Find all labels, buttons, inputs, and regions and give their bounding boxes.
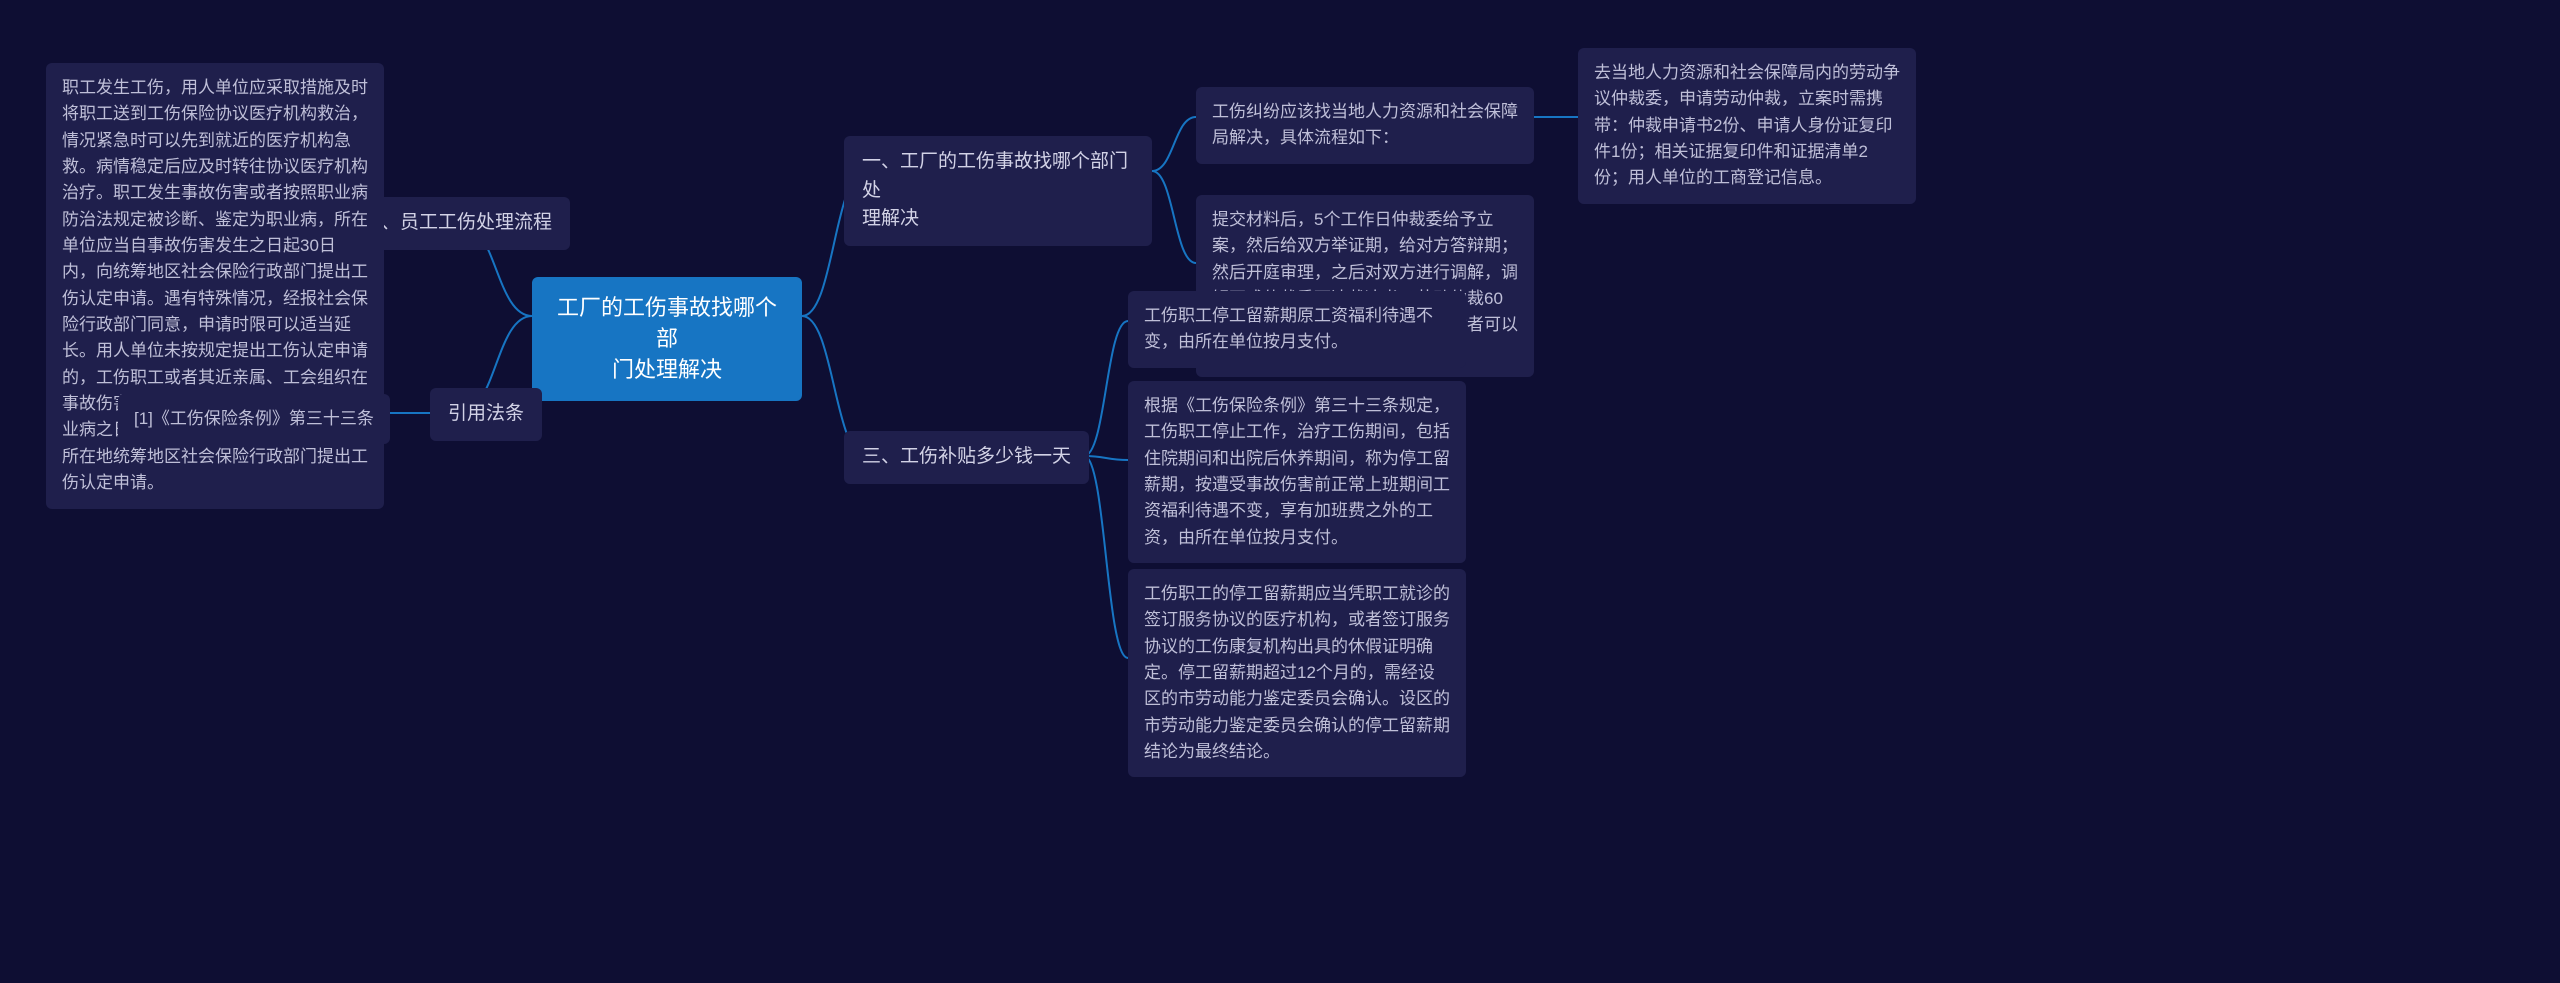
root-text: 工厂的工伤事故找哪个部门处理解决 <box>557 295 777 382</box>
root-node[interactable]: 工厂的工伤事故找哪个部门处理解决 <box>532 277 802 401</box>
branch-label: 二、员工工伤处理流程 <box>362 212 552 233</box>
branch-label: 引用法条 <box>448 403 524 424</box>
leaf-text: 工伤职工的停工留薪期应当凭职工就诊的签订服务协议的医疗机构，或者签订服务协议的工… <box>1144 584 1450 761</box>
leaf-text: 根据《工伤保险条例》第三十三条规定，工伤职工停止工作，治疗工伤期间，包括住院期间… <box>1144 396 1450 547</box>
leaf-node-law-1[interactable]: [1]《工伤保险条例》第三十三条 <box>118 394 390 444</box>
leaf-text: 去当地人力资源和社会保障局内的劳动争议仲裁委，申请劳动仲裁，立案时需携带：仲裁申… <box>1594 63 1900 187</box>
leaf-node-b3-2[interactable]: 根据《工伤保险条例》第三十三条规定，工伤职工停止工作，治疗工伤期间，包括住院期间… <box>1128 381 1466 563</box>
leaf-node-b3-3[interactable]: 工伤职工的停工留薪期应当凭职工就诊的签订服务协议的医疗机构，或者签订服务协议的工… <box>1128 569 1466 777</box>
leaf-text: 工伤纠纷应该找当地人力资源和社会保障局解决，具体流程如下： <box>1212 102 1518 147</box>
leaf-node-b3-1[interactable]: 工伤职工停工留薪期原工资福利待遇不变，由所在单位按月支付。 <box>1128 291 1466 368</box>
leaf-text: 工伤职工停工留薪期原工资福利待遇不变，由所在单位按月支付。 <box>1144 306 1433 351</box>
leaf-text: [1]《工伤保险条例》第三十三条 <box>134 409 374 428</box>
branch-node-1[interactable]: 一、工厂的工伤事故找哪个部门处理解决 <box>844 136 1152 246</box>
branch-label: 一、工厂的工伤事故找哪个部门处理解决 <box>862 151 1128 229</box>
branch-node-3[interactable]: 三、工伤补贴多少钱一天 <box>844 431 1089 484</box>
branch-label: 三、工伤补贴多少钱一天 <box>862 446 1071 467</box>
leaf-node-b1-1-1[interactable]: 去当地人力资源和社会保障局内的劳动争议仲裁委，申请劳动仲裁，立案时需携带：仲裁申… <box>1578 48 1916 204</box>
leaf-node-b1-1[interactable]: 工伤纠纷应该找当地人力资源和社会保障局解决，具体流程如下： <box>1196 87 1534 164</box>
branch-node-law[interactable]: 引用法条 <box>430 388 542 441</box>
